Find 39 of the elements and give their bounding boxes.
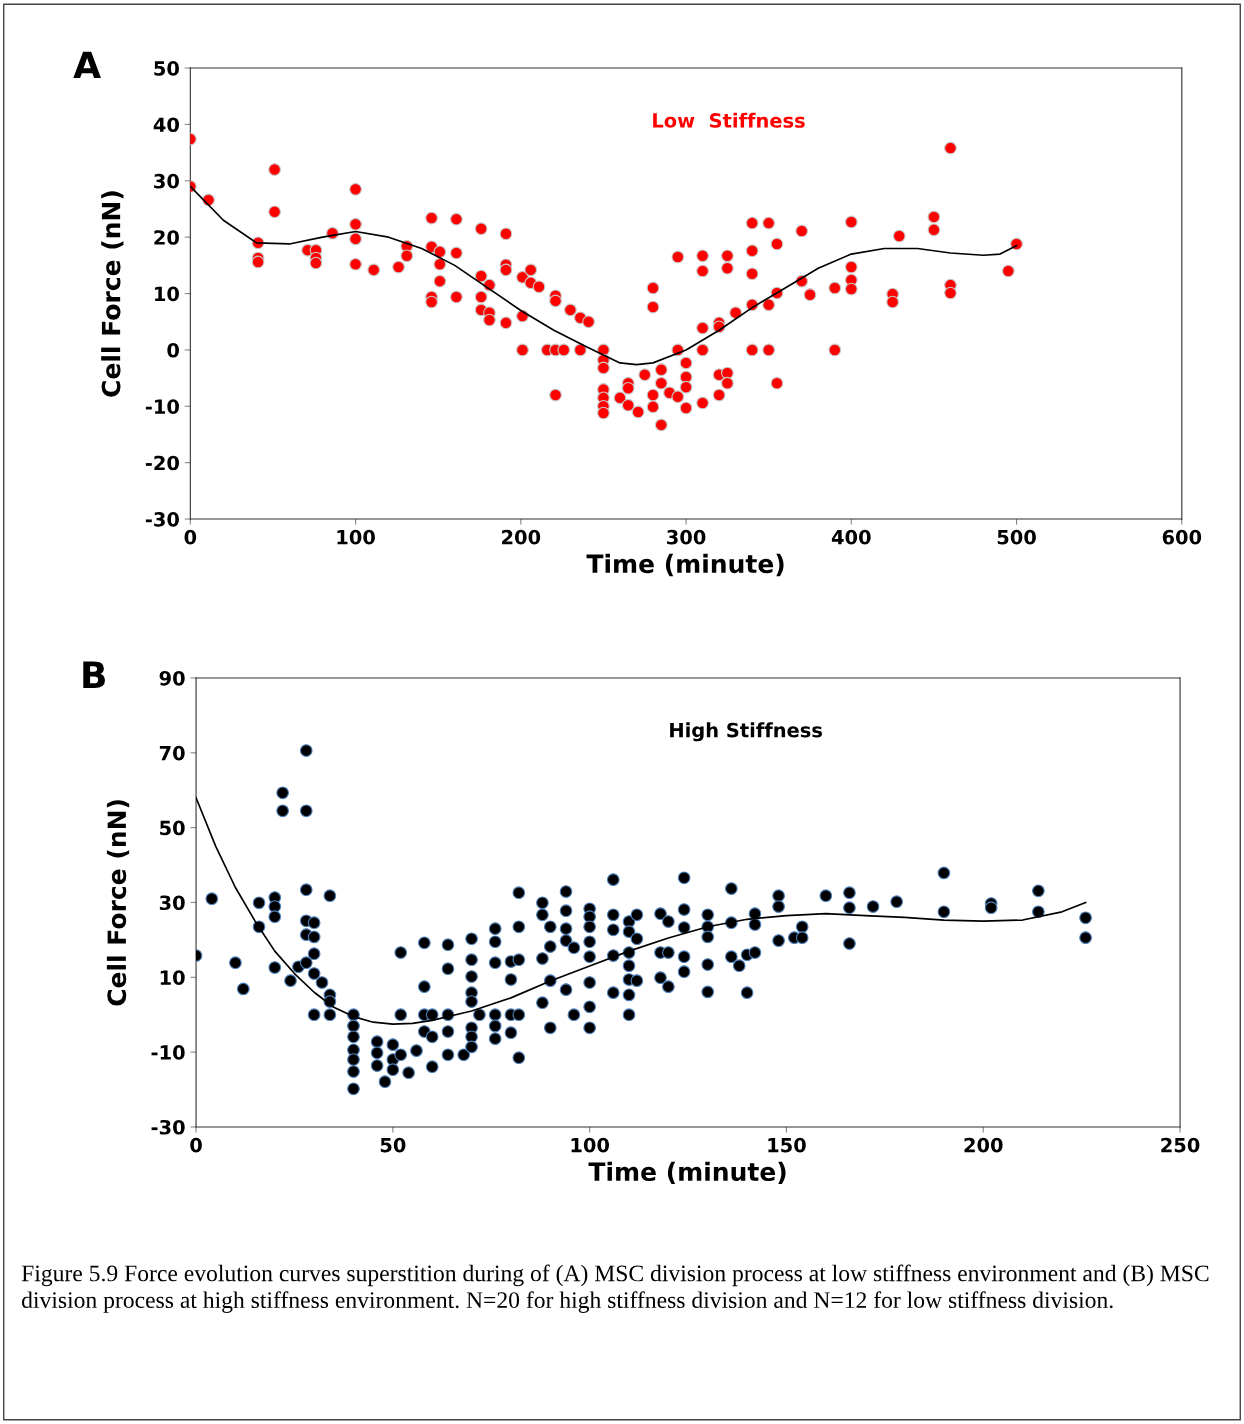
x-tick-label: 200 <box>964 1137 1003 1153</box>
y-tick-label: 30 <box>154 173 179 189</box>
y-tick-label: 30 <box>159 895 185 911</box>
x-tick-label: 0 <box>190 1137 202 1153</box>
x-tick-label: 100 <box>337 529 375 545</box>
y-tick-label: 90 <box>159 670 185 686</box>
y-tick-label: 20 <box>154 230 179 245</box>
chart-title: A <box>73 51 101 79</box>
y-tick-label: 70 <box>159 745 185 761</box>
line-series <box>196 796 1087 1025</box>
x-tick-label: 50 <box>380 1137 406 1153</box>
y-tick-label: -10 <box>145 399 179 414</box>
x-axis-title: Time (minute) <box>588 1161 786 1185</box>
y-tick-label: -30 <box>151 1119 185 1135</box>
text: High Stiffness <box>670 722 822 742</box>
y-tick-label: 10 <box>160 970 185 985</box>
x-tick-label: 100 <box>571 1137 610 1153</box>
x-tick-label: 300 <box>667 529 706 545</box>
y-tick-label: -10 <box>151 1045 185 1060</box>
y-tick-label: 0 <box>167 342 179 358</box>
x-tick-label: 0 <box>184 529 197 545</box>
caption: Figure 5.9 Force evolution curves superstition during of (A) MSC division process at low stiffness environment and (B) MSC division process at high stiffness environment. N=20 for high stiffness division and N=12 for low stiffness division. <box>21 1264 1209 1313</box>
x-tick-label: 600 <box>1162 529 1202 545</box>
y-axis-title: Cell Force (nN) <box>101 191 124 397</box>
text: Low Stiffness <box>653 112 805 128</box>
x-axis-title: Time (minute) <box>586 553 784 577</box>
y-tick-label: 40 <box>153 117 179 133</box>
x-tick-label: 200 <box>502 529 541 545</box>
y-tick-label: 50 <box>154 61 179 76</box>
y-tick-label: 10 <box>155 286 179 302</box>
x-tick-label: 250 <box>1161 1137 1200 1153</box>
y-tick-label: -30 <box>145 512 179 527</box>
y-tick-label: -20 <box>145 455 179 471</box>
chart-title: B <box>83 661 105 688</box>
y-axis-title: Cell Force (nN) <box>106 800 130 1006</box>
y-tick-label: 50 <box>160 820 185 836</box>
x-tick-label: 400 <box>831 529 871 545</box>
x-tick-label: 150 <box>768 1137 806 1153</box>
x-tick-label: 500 <box>997 529 1036 545</box>
